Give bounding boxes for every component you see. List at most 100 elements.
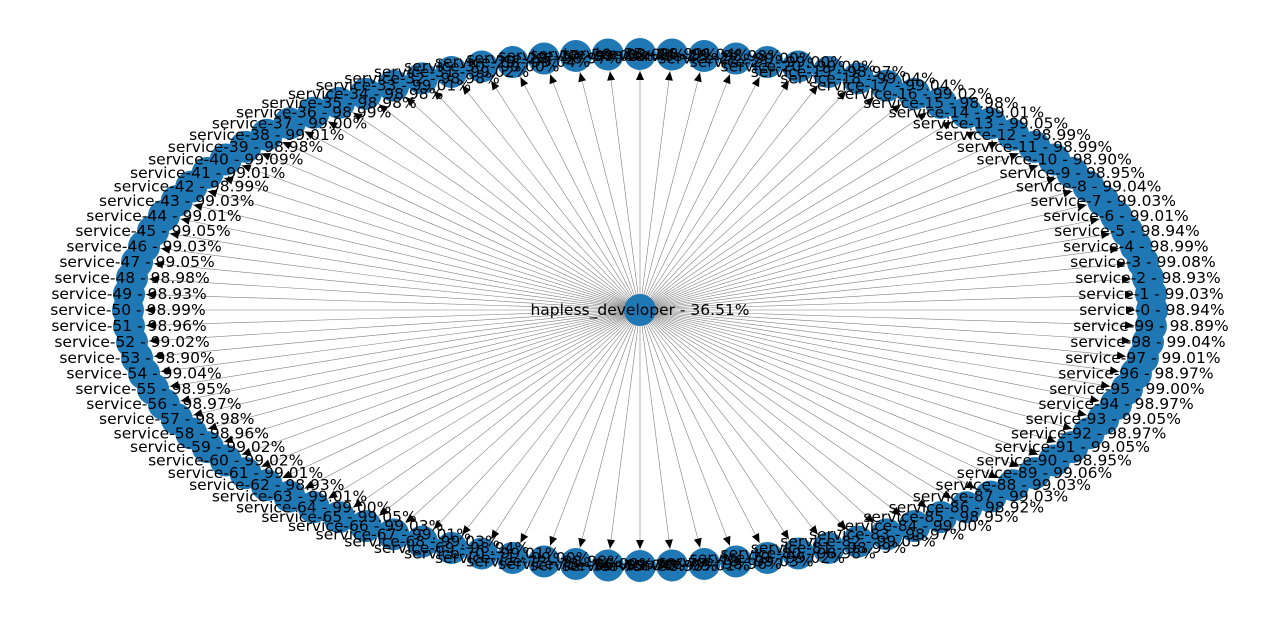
edge — [639, 246, 1136, 311]
edge-arrowhead — [987, 470, 998, 479]
edge-arrowhead — [1008, 459, 1019, 467]
edge-arrowhead — [261, 153, 272, 161]
edge — [639, 54, 673, 311]
service-node — [528, 545, 561, 578]
edge-arrowhead — [379, 506, 389, 516]
edge — [639, 309, 887, 535]
edge — [289, 123, 641, 311]
edge — [451, 71, 641, 311]
service-node-label: service-27 - 99.03% — [498, 47, 653, 65]
edge-arrowhead — [491, 80, 500, 91]
service-node-label: service-34 - 98.98% — [288, 85, 443, 103]
edge-arrowhead — [891, 506, 901, 516]
service-node — [812, 532, 845, 565]
edge-arrowhead — [169, 380, 180, 389]
service-node-label: service-14 - 99.01% — [889, 104, 1044, 122]
service-node — [406, 525, 439, 558]
service-node-label: service-55 - 98.95% — [75, 380, 230, 398]
service-node-label: service-31 - 99.02% — [374, 63, 529, 81]
edge-arrowhead — [1116, 260, 1127, 269]
service-node-label: service-80 - 98.98% — [721, 544, 876, 562]
service-node — [559, 547, 592, 580]
service-node-label: service-0 - 98.94% — [1079, 301, 1225, 319]
service-node — [559, 40, 592, 73]
service-node-label: service-57 - 98.98% — [99, 410, 254, 428]
service-node-label: service-38 - 99.01% — [189, 126, 344, 144]
edge — [639, 309, 1117, 405]
edge-arrowhead — [160, 245, 171, 254]
edge — [639, 277, 1148, 311]
service-node — [297, 491, 330, 524]
edge-arrowhead — [809, 85, 818, 95]
edge — [639, 215, 1117, 311]
edge — [393, 85, 641, 311]
service-node-label: service-87 - 99.03% — [913, 488, 1068, 506]
edge-arrowhead — [1062, 189, 1073, 198]
center-node-label: hapless_developer - 36.51% — [530, 301, 749, 320]
edge — [512, 61, 641, 311]
edge — [639, 293, 1151, 311]
service-node-label: service-60 - 99.02% — [148, 451, 303, 469]
edge-arrowhead — [282, 470, 293, 479]
edge-arrowhead — [837, 90, 847, 101]
edge — [129, 309, 641, 327]
service-node-label: service-43 - 99.03% — [99, 192, 254, 210]
service-node — [974, 107, 1007, 140]
service-node — [377, 518, 410, 551]
service-node-label: service-83 - 98.97% — [809, 525, 964, 543]
edge — [163, 215, 641, 311]
edge — [512, 309, 641, 559]
edge — [365, 309, 641, 527]
edge-arrowhead — [304, 480, 315, 489]
service-node-label: service-33 - 99.01% — [316, 77, 471, 95]
service-node-label: service-45 - 99.05% — [75, 222, 230, 240]
edge — [132, 277, 641, 311]
edge-arrowhead — [751, 533, 760, 543]
edge — [639, 134, 1014, 311]
service-node-label: service-11 - 98.99% — [957, 138, 1112, 156]
edge — [338, 102, 641, 311]
edge-arrowhead — [180, 395, 191, 404]
service-node — [841, 525, 874, 558]
service-node — [688, 547, 721, 580]
service-node-label: service-2 - 98.93% — [1075, 269, 1221, 287]
edge — [132, 309, 641, 343]
service-node-label: service-46 - 99.03% — [66, 237, 221, 255]
edge-arrowhead — [1046, 435, 1057, 444]
edge-arrowhead — [751, 77, 760, 87]
edge-arrowhead — [145, 306, 154, 314]
edge — [163, 309, 641, 405]
edge-arrowhead — [241, 164, 252, 173]
edge-arrowhead — [405, 513, 416, 523]
service-node — [1134, 310, 1167, 343]
edge — [639, 309, 737, 562]
edge-arrowhead — [433, 519, 443, 530]
edge-arrowhead — [520, 77, 529, 87]
service-node-label: service-32 - 98.98% — [344, 69, 499, 87]
edge-arrowhead — [578, 72, 587, 83]
service-node-label: service-99 - 98.89% — [1073, 317, 1228, 335]
service-node-label: service-74 - 99.04% — [530, 556, 685, 574]
edge-arrowhead — [146, 290, 156, 299]
edge-arrowhead — [1124, 321, 1134, 330]
service-node-label: service-21 - 99.00% — [690, 53, 845, 71]
edge — [639, 309, 991, 497]
service-node — [656, 549, 689, 582]
edge-arrowhead — [1124, 290, 1134, 299]
service-node-label: service-95 - 99.00% — [1049, 380, 1204, 398]
edge-arrowhead — [1062, 422, 1073, 431]
edge-arrowhead — [722, 74, 731, 85]
service-node-label: service-3 - 99.08% — [1070, 253, 1216, 271]
service-node — [591, 38, 624, 71]
edge — [289, 309, 641, 497]
edge — [176, 309, 641, 420]
edge — [639, 309, 673, 566]
service-node-label: service-23 - 98.98% — [626, 47, 781, 65]
edge — [421, 309, 641, 542]
service-node-label: service-13 - 99.05% — [913, 114, 1068, 132]
service-node-label: service-78 - 99.03% — [658, 552, 813, 570]
service-node-label: service-4 - 98.99% — [1063, 237, 1209, 255]
service-node-label: service-91 - 99.05% — [995, 438, 1150, 456]
